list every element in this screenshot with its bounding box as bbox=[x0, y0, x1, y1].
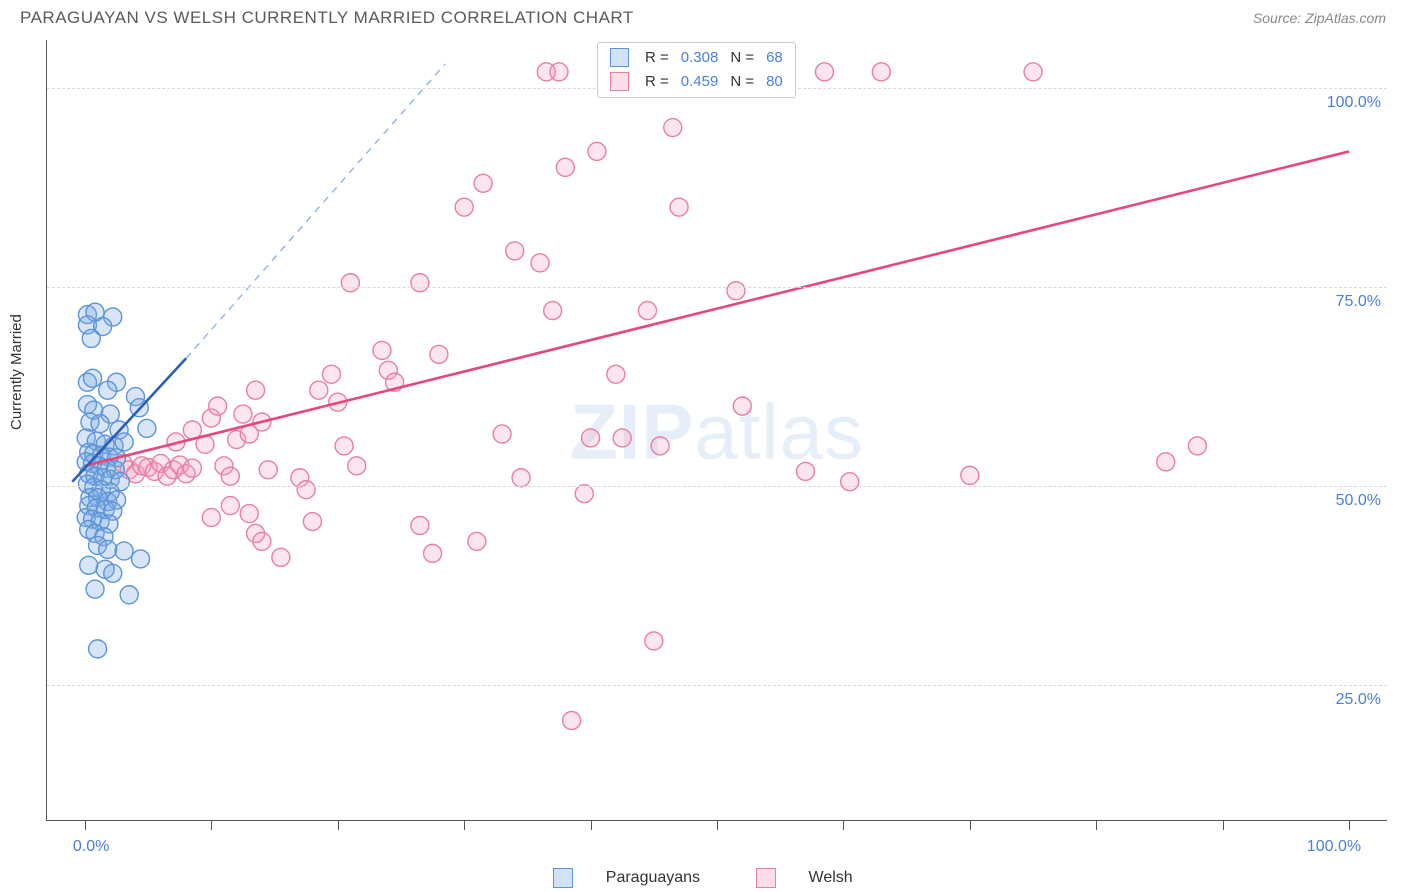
gridline bbox=[47, 287, 1387, 288]
legend-n-label: N = bbox=[724, 46, 760, 70]
legend-n-value: 80 bbox=[760, 70, 789, 94]
legend-swatch bbox=[553, 868, 573, 888]
series-legend: Paraguayans Welsh bbox=[0, 868, 1406, 888]
legend-n-label: N = bbox=[724, 70, 760, 94]
y-tick-label: 25.0% bbox=[1311, 691, 1381, 709]
y-tick-label: 75.0% bbox=[1311, 293, 1381, 311]
x-tick bbox=[717, 820, 718, 830]
x-tick bbox=[591, 820, 592, 830]
x-tick bbox=[85, 820, 86, 830]
x-tick bbox=[1349, 820, 1350, 830]
correlation-legend: R =0.308N =68 R =0.459N =80 bbox=[597, 42, 796, 98]
legend-r-label: R = bbox=[639, 46, 675, 70]
legend-n-value: 68 bbox=[760, 46, 789, 70]
x-tick bbox=[464, 820, 465, 830]
chart-title: PARAGUAYAN VS WELSH CURRENTLY MARRIED CO… bbox=[20, 8, 634, 28]
x-tick bbox=[970, 820, 971, 830]
legend-swatch bbox=[610, 48, 629, 67]
legend-r-value: 0.459 bbox=[675, 70, 725, 94]
y-tick-label: 50.0% bbox=[1311, 492, 1381, 510]
x-tick-label: 0.0% bbox=[73, 838, 143, 856]
x-tick-label: 100.0% bbox=[1291, 838, 1361, 856]
legend-label: Welsh bbox=[809, 869, 853, 886]
x-tick bbox=[843, 820, 844, 830]
legend-item: Welsh bbox=[742, 869, 867, 886]
x-tick bbox=[1223, 820, 1224, 830]
title-bar: PARAGUAYAN VS WELSH CURRENTLY MARRIED CO… bbox=[0, 0, 1406, 34]
x-tick bbox=[1096, 820, 1097, 830]
legend-r-label: R = bbox=[639, 70, 675, 94]
y-tick-label: 100.0% bbox=[1311, 94, 1381, 112]
plot-area: ZIPatlas 25.0%50.0%75.0%100.0% 0.0%100.0… bbox=[46, 40, 1387, 821]
source-label: Source: ZipAtlas.com bbox=[1253, 10, 1386, 26]
legend-item: Paraguayans bbox=[539, 869, 714, 886]
scatter-plot-svg bbox=[47, 40, 1387, 820]
legend-label: Paraguayans bbox=[606, 869, 700, 886]
x-tick bbox=[338, 820, 339, 830]
y-axis-label: Currently Married bbox=[8, 314, 25, 430]
legend-r-value: 0.308 bbox=[675, 46, 725, 70]
legend-swatch bbox=[610, 72, 629, 91]
gridline bbox=[47, 486, 1387, 487]
legend-swatch bbox=[756, 868, 776, 888]
gridline bbox=[47, 685, 1387, 686]
x-tick bbox=[211, 820, 212, 830]
